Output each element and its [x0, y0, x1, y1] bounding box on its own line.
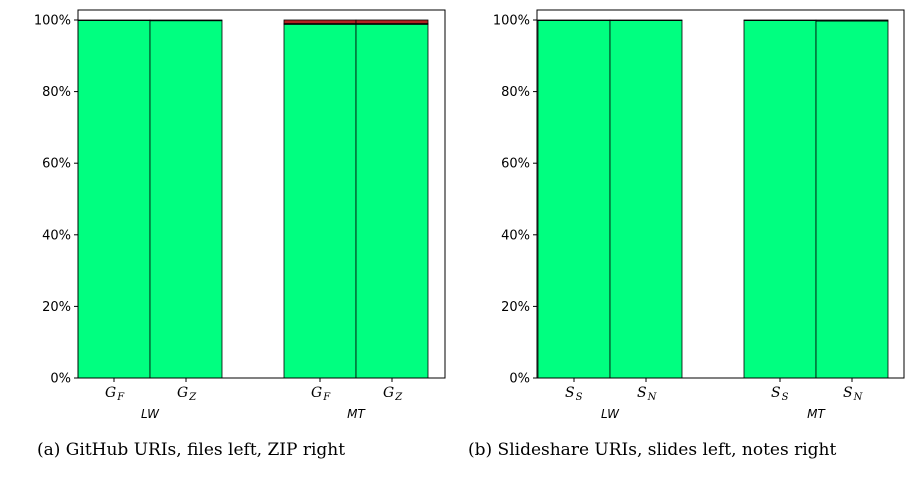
y-tick-label: 100% [493, 14, 530, 29]
bar-lw-sn-series-0 [610, 20, 682, 378]
group-label-lw: LW [601, 407, 620, 421]
x-tick-label: SN [637, 385, 658, 403]
x-tick-label: GF [311, 385, 331, 403]
y-tick-label: 100% [34, 14, 71, 29]
y-tick-label: 60% [42, 157, 71, 172]
group-label-mt: MT [807, 407, 826, 421]
y-tick-label: 0% [50, 372, 71, 387]
bar-lw-gz-series-0 [150, 21, 222, 378]
caption-github: (a) GitHub URIs, files left, ZIP right [37, 440, 345, 460]
bar-mt-gf-series-2 [284, 20, 356, 24]
bar-lw-gf-series-0 [78, 20, 150, 378]
group-label-lw: LW [141, 407, 160, 421]
chart-github: 0% 20% 40% 60% 80% 100% GF GZ GF GZ LW MT [34, 10, 445, 421]
y-tick-label: 40% [501, 228, 530, 243]
bar-mt-sn-series-0 [816, 21, 888, 378]
y-tick-label: 60% [501, 157, 530, 172]
x-tick-label: SS [565, 385, 583, 403]
bar-mt-ss-series-1 [744, 20, 816, 21]
bar-lw-gz-series-1 [150, 20, 222, 21]
caption-slideshare: (b) Slideshare URIs, slides left, notes … [468, 440, 836, 460]
chart-slideshare: 0% 20% 40% 60% 80% 100% SS SN SS SN LW MT [493, 10, 904, 421]
bar-lw-ss-series-0 [538, 20, 610, 378]
y-tick-label: 80% [42, 85, 71, 100]
x-tick-label: SS [771, 385, 789, 403]
bar-lw-ss-series-1 [538, 20, 610, 21]
x-tick-label: GF [105, 385, 125, 403]
x-tick-label: SN [843, 385, 864, 403]
x-tick-label: GZ [177, 385, 197, 403]
y-tick-label: 20% [501, 300, 530, 315]
bar-mt-gz-series-2 [356, 20, 428, 24]
y-tick-label: 80% [501, 85, 530, 100]
bar-mt-gz-series-0 [356, 24, 428, 378]
y-tick-label: 0% [509, 372, 530, 387]
group-label-mt: MT [347, 407, 366, 421]
bar-mt-sn-series-1 [816, 20, 888, 21]
bar-mt-ss-series-0 [744, 20, 816, 378]
y-tick-label: 20% [42, 300, 71, 315]
bar-mt-gf-series-0 [284, 24, 356, 378]
bar-lw-gf-series-1 [78, 20, 150, 21]
y-tick-label: 40% [42, 228, 71, 243]
x-tick-label: GZ [383, 385, 403, 403]
bar-lw-sn-series-1 [610, 20, 682, 21]
